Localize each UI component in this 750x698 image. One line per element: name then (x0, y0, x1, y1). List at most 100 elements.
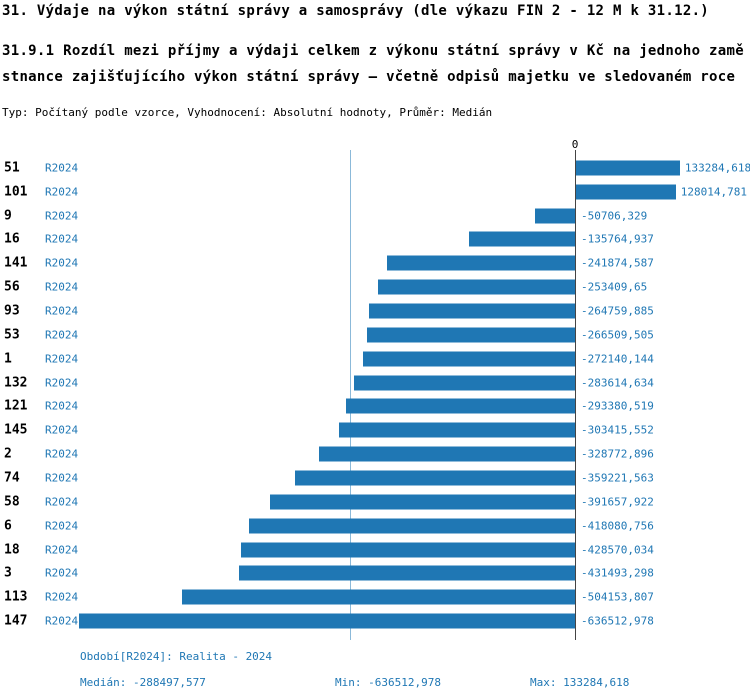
chart-row: 56 R2024 -253409,65 (0, 275, 750, 299)
row-period-label: R2024 (45, 352, 79, 366)
row-id: 9 (4, 208, 12, 224)
bar (535, 208, 576, 224)
row-id: 51 (4, 160, 20, 176)
chart-row: 9 R2024 -50706,329 (0, 204, 750, 228)
bar-value-label: -266509,505 (581, 328, 654, 342)
chart-row: 93 R2024 -264759,885 (0, 299, 750, 323)
row-id: 3 (4, 565, 12, 581)
bar (182, 589, 576, 605)
row-period-label: R2024 (45, 447, 79, 461)
bar (377, 279, 575, 295)
chart-row: 147 R2024 -636512,978 (0, 609, 750, 633)
footer-period: Období[R2024]: Realita - 2024 (80, 650, 273, 663)
footer-max: Max: 133284,618 (530, 676, 630, 689)
bar-value-label: -391657,922 (581, 495, 654, 509)
row-period-label: R2024 (45, 280, 79, 294)
row-id: 147 (4, 613, 28, 629)
bar (269, 494, 575, 510)
row-id: 56 (4, 279, 20, 295)
bar (386, 255, 575, 271)
bar-value-label: -328772,896 (581, 447, 654, 461)
chart-row: 18 R2024 -428570,034 (0, 538, 750, 562)
bar-value-label: -50706,329 (581, 209, 648, 223)
row-id: 132 (4, 375, 28, 391)
bar (338, 422, 575, 438)
bar-value-label: -636512,978 (581, 614, 654, 628)
bar-value-label: -418080,756 (581, 519, 654, 533)
row-period-label: R2024 (45, 590, 79, 604)
chart-row: 58 R2024 -391657,922 (0, 490, 750, 514)
row-period-label: R2024 (45, 543, 79, 557)
chart-row: 1 R2024 -272140,144 (0, 347, 750, 371)
bar-value-label: 133284,618 (684, 161, 750, 175)
bar (576, 184, 676, 200)
bar (576, 160, 680, 176)
chart-row: 51 R2024 133284,618 (0, 156, 750, 180)
chart-subtitle: 31.9.1 Rozdíl mezi příjmy a výdaji celke… (2, 43, 744, 85)
footer-min: Min: -636512,978 (335, 676, 441, 689)
row-period-label: R2024 (45, 495, 79, 509)
chart-row: 121 R2024 -293380,519 (0, 395, 750, 419)
bar (346, 398, 576, 414)
chart-row: 145 R2024 -303415,552 (0, 418, 750, 442)
bar (79, 613, 575, 629)
row-period-label: R2024 (45, 304, 79, 318)
row-id: 58 (4, 494, 20, 510)
row-period-label: R2024 (45, 471, 79, 485)
chart-row: 74 R2024 -359221,563 (0, 466, 750, 490)
footer-median: Medián: -288497,577 (80, 676, 206, 689)
row-period-label: R2024 (45, 519, 79, 533)
bar-value-label: -431493,298 (581, 566, 654, 580)
row-id: 113 (4, 589, 28, 605)
row-id: 18 (4, 542, 20, 558)
bar (295, 470, 576, 486)
bar (368, 303, 575, 319)
chart-row: 132 R2024 -283614,634 (0, 371, 750, 395)
row-id: 101 (4, 184, 28, 200)
chart-row: 16 R2024 -135764,937 (0, 228, 750, 252)
bar-value-label: -504153,807 (581, 590, 654, 604)
chart-row: 141 R2024 -241874,587 (0, 251, 750, 275)
chart-row: 101 R2024 128014,781 (0, 180, 750, 204)
row-id: 74 (4, 470, 20, 486)
row-id: 145 (4, 422, 28, 438)
row-id: 93 (4, 303, 20, 319)
row-period-label: R2024 (45, 185, 79, 199)
axis-zero-label: 0 (571, 138, 579, 151)
bar-value-label: -135764,937 (581, 232, 654, 246)
bar-value-label: -303415,552 (581, 423, 654, 437)
chart-row: 3 R2024 -431493,298 (0, 561, 750, 585)
row-id: 16 (4, 231, 20, 247)
bar (249, 518, 576, 534)
bar-value-label: -428570,034 (581, 543, 654, 557)
row-period-label: R2024 (45, 376, 79, 390)
bar (318, 446, 575, 462)
bar-value-label: -253409,65 (581, 280, 648, 294)
row-period-label: R2024 (45, 328, 79, 342)
row-period-label: R2024 (45, 423, 79, 437)
bar (241, 542, 576, 558)
row-id: 53 (4, 327, 20, 343)
chart-row: 113 R2024 -504153,807 (0, 585, 750, 609)
row-period-label: R2024 (45, 566, 79, 580)
chart-row: 6 R2024 -418080,756 (0, 514, 750, 538)
bar (362, 351, 575, 367)
row-period-label: R2024 (45, 161, 79, 175)
bar-value-label: -264759,885 (581, 304, 654, 318)
row-id: 121 (4, 398, 28, 414)
chart-meta-line: Typ: Počítaný podle vzorce, Vyhodnocení:… (2, 106, 493, 119)
bar (238, 565, 575, 581)
bar (353, 375, 575, 391)
bar-value-label: -283614,634 (581, 376, 654, 390)
bar (367, 327, 576, 343)
row-id: 1 (4, 351, 12, 367)
bar-value-label: -241874,587 (581, 256, 654, 270)
row-period-label: R2024 (45, 209, 79, 223)
row-id: 141 (4, 255, 28, 271)
bar-value-label: -359221,563 (581, 471, 654, 485)
zero-line (575, 150, 576, 640)
chart-row: 2 R2024 -328772,896 (0, 442, 750, 466)
median-line (350, 150, 351, 640)
chart-row: 53 R2024 -266509,505 (0, 323, 750, 347)
bar (469, 231, 576, 247)
